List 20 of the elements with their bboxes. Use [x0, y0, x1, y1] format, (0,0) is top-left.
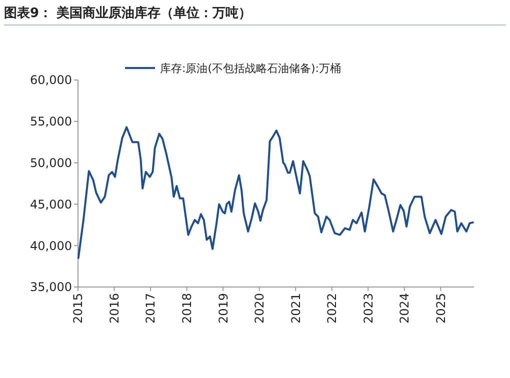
x-tick-label: 2016	[107, 293, 122, 324]
x-tick-label: 2021	[288, 293, 303, 324]
chart-title: 图表9： 美国商业原油库存（单位：万吨）	[4, 5, 252, 21]
y-tick-label: 50,000	[30, 156, 72, 170]
x-tick-label: 2024	[398, 293, 412, 324]
x-tick-label: 2025	[434, 293, 448, 324]
y-tick-label: 55,000	[30, 114, 72, 129]
y-tick-label: 40,000	[30, 238, 72, 253]
x-tick-label: 2015	[71, 293, 86, 324]
x-tick-label: 2018	[180, 293, 194, 324]
legend-label: 库存:原油(不包括战略石油储备):万桶	[160, 62, 341, 75]
x-tick-label: 2020	[252, 293, 267, 324]
line-series	[77, 126, 474, 260]
x-tick-label: 2019	[216, 293, 230, 324]
y-tick-label: 45,000	[30, 197, 72, 212]
x-tick-label: 2022	[325, 293, 340, 324]
y-tick-label: 35,000	[30, 280, 72, 294]
y-tick-label: 60,000	[30, 73, 72, 88]
x-tick-label: 2023	[361, 293, 376, 324]
x-tick-label: 2017	[144, 293, 158, 324]
